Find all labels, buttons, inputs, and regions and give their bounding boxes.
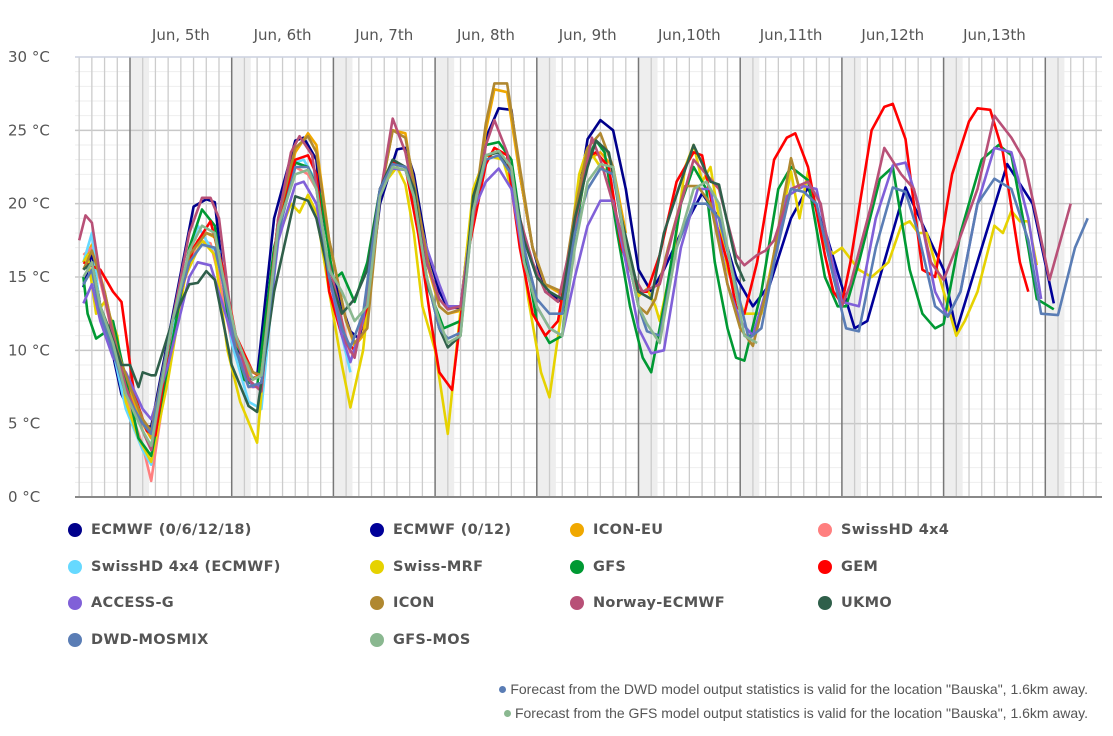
legend-dot-icon: [570, 523, 584, 537]
legend-item-gem[interactable]: GEM: [818, 559, 878, 575]
legend-dot-icon: [370, 632, 384, 647]
series-line-swiss-mrf: [82, 143, 1039, 464]
legend-item-access-g[interactable]: ACCESS-G: [68, 595, 174, 611]
footnote-text: Forecast from the GFS model output stati…: [514, 705, 1088, 721]
legend-dot-icon: [818, 596, 832, 610]
legend-label: ICON: [393, 595, 435, 611]
footnote-gfs: Forecast from the GFS model output stati…: [499, 701, 1088, 725]
y-tick-label: 20 °C: [8, 195, 50, 213]
y-axis-labels: 0 °C 5 °C 10 °C 15 °C 20 °C 25 °C 30 °C: [8, 48, 50, 506]
footnote-text: Forecast from the DWD model output stati…: [510, 681, 1088, 697]
x-tick-label: Jun, 6th: [253, 26, 312, 44]
legend-label: ACCESS-G: [91, 595, 174, 611]
x-tick-label: Jun, 5th: [151, 26, 210, 44]
legend-label: SwissHD 4x4 (ECMWF): [91, 558, 281, 575]
y-tick-label: 0 °C: [8, 488, 40, 506]
legend-dot-icon: [68, 632, 82, 647]
legend-item-icon-eu[interactable]: ICON-EU: [570, 522, 663, 538]
legend-item-gfs-mos[interactable]: GFS-MOS: [370, 632, 471, 648]
footnote-dwd: Forecast from the DWD model output stati…: [499, 677, 1088, 701]
legend-dot-icon: [370, 596, 384, 610]
legend-label: UKMO: [841, 595, 892, 611]
x-tick-label: Jun, 9th: [558, 26, 617, 44]
legend-label: GFS-MOS: [393, 631, 471, 648]
legend-item-ecmwf-0-12[interactable]: ECMWF (0/12): [370, 522, 511, 538]
legend-label: GFS: [593, 558, 627, 575]
legend-dot-icon: [570, 559, 584, 574]
legend-label: Swiss-MRF: [393, 558, 484, 575]
series-line-dwd-mosmix: [82, 154, 1089, 436]
y-tick-label: 15 °C: [8, 268, 50, 286]
legend-label: ECMWF (0/12): [393, 522, 512, 538]
y-tick-label: 10 °C: [8, 341, 50, 359]
legend-label: SwissHD 4x4: [841, 522, 950, 538]
legend-dot-icon: [68, 523, 82, 537]
y-tick-label: 5 °C: [8, 415, 40, 433]
legend-item-swiss-mrf[interactable]: Swiss-MRF: [370, 559, 483, 575]
y-tick-label: 30 °C: [8, 48, 50, 66]
series-line-gfs-mos: [82, 149, 758, 447]
legend-dot-icon: [570, 596, 584, 610]
x-tick-label: Jun,13th: [962, 26, 1026, 44]
legend-dot-icon: [68, 596, 82, 610]
legend-dot-icon: [818, 559, 832, 574]
legend-dot-icon: [818, 523, 832, 537]
legend-item-ukmo[interactable]: UKMO: [818, 595, 892, 611]
x-tick-label: Jun,11th: [759, 26, 823, 44]
legend-label: GEM: [841, 558, 879, 575]
x-tick-label: Jun,12th: [860, 26, 924, 44]
temperature-chart: 0 °C 5 °C 10 °C 15 °C 20 °C 25 °C 30 °C Jun, 5…: [8, 26, 1102, 506]
legend-label: ECMWF (0/6/12/18): [91, 522, 252, 538]
series-lines: [77, 82, 1089, 483]
legend-item-ecmwf-0-6-12-18[interactable]: ECMWF (0/6/12/18): [68, 522, 252, 538]
legend-item-gfs[interactable]: GFS: [570, 559, 626, 575]
legend-label: ICON-EU: [593, 522, 664, 538]
legend-item-icon[interactable]: ICON: [370, 595, 435, 611]
gfs-dot-icon: [503, 709, 511, 717]
legend-item-dwd-mosmix[interactable]: DWD-MOSMIX: [68, 632, 209, 648]
x-axis-labels: Jun, 5th Jun, 6th Jun, 7th Jun, 8th Jun, 9th…: [151, 26, 1026, 44]
legend-label: DWD-MOSMIX: [91, 631, 209, 648]
x-tick-label: Jun,10th: [657, 26, 721, 44]
y-tick-label: 25 °C: [8, 121, 50, 139]
legend-item-swisshd-4x4-ecmwf[interactable]: SwissHD 4x4 (ECMWF): [68, 559, 281, 575]
legend-item-norway-ecmwf[interactable]: Norway-ECMWF: [570, 595, 725, 611]
legend-dot-icon: [68, 559, 82, 574]
dwd-dot-icon: [499, 685, 507, 693]
footnotes: Forecast from the DWD model output stati…: [499, 677, 1088, 725]
legend-dot-icon: [370, 523, 384, 537]
x-tick-label: Jun, 7th: [354, 26, 413, 44]
x-tick-label: Jun, 8th: [456, 26, 515, 44]
legend-label: Norway-ECMWF: [593, 595, 725, 611]
legend-dot-icon: [370, 559, 384, 574]
legend-item-swisshd-4x4[interactable]: SwissHD 4x4: [818, 522, 949, 538]
